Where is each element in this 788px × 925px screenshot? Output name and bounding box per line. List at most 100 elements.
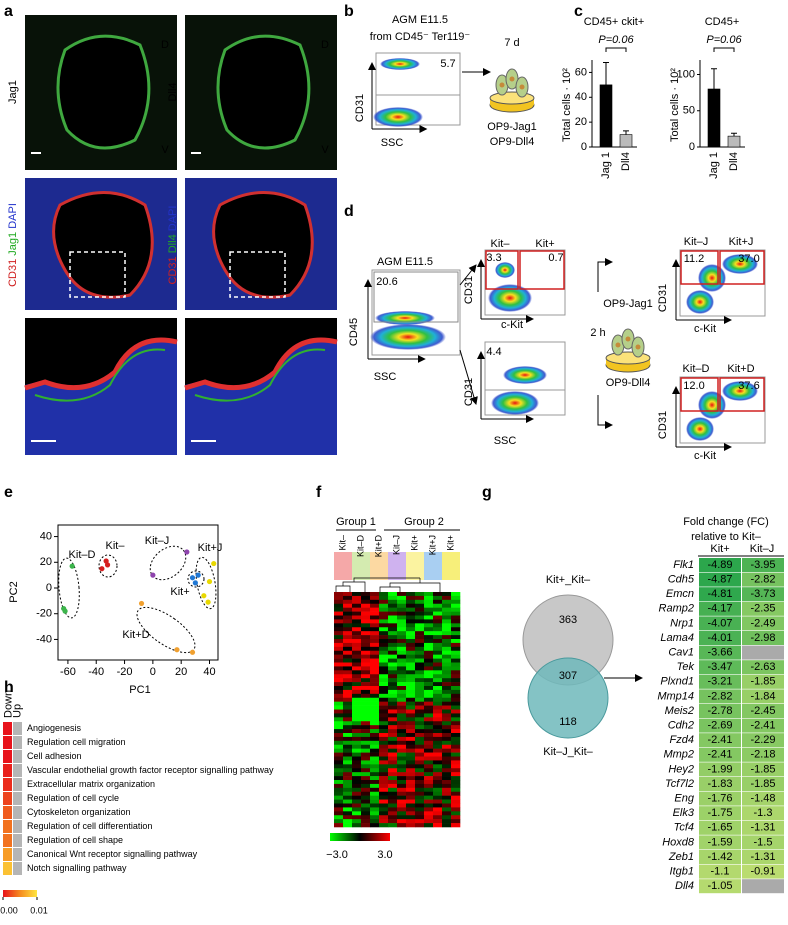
heatmap-cell <box>397 674 407 679</box>
heatmap-cell <box>433 729 443 734</box>
heatmap-cell <box>13 820 22 833</box>
heatmap-cell <box>343 729 353 734</box>
heatmap-cell <box>451 768 461 773</box>
heatmap-cell <box>388 682 398 687</box>
table-cell <box>742 718 784 733</box>
heatmap-cell <box>379 592 389 597</box>
axis-label: CD31 <box>657 284 669 312</box>
heatmap-cell <box>334 733 344 738</box>
heatmap-cell <box>388 783 398 789</box>
heatmap-cell <box>388 799 398 804</box>
table-cell <box>742 791 784 806</box>
heatmap-cell <box>451 615 461 620</box>
cell-value: -1.31 <box>750 822 775 834</box>
heatmap-cell <box>433 760 443 765</box>
cell-value: -1.84 <box>750 690 775 702</box>
density <box>722 381 758 401</box>
heatmap-cell <box>370 760 380 765</box>
heatmap-cell <box>343 764 353 769</box>
heatmap-cell <box>433 619 443 624</box>
heatmap-cell <box>433 713 443 718</box>
heatmap-cell <box>334 721 344 726</box>
label: Kit–J_Kit– <box>543 746 593 758</box>
heatmap-cell <box>352 642 362 648</box>
heatmap-cell <box>13 750 22 763</box>
gene: Zeb1 <box>668 851 694 863</box>
heatmap-cell <box>424 807 434 812</box>
arrow <box>597 258 613 292</box>
heatmap-cell <box>415 642 425 648</box>
heatmap-cell <box>406 717 416 722</box>
heatmap-cell <box>451 619 461 624</box>
heatmap-cell <box>379 709 389 714</box>
heatmap-cell <box>370 670 380 675</box>
heatmap-cell <box>370 787 380 793</box>
heatmap-cell <box>334 780 344 785</box>
heatmap-cell <box>415 619 425 624</box>
heatmap-cell <box>343 686 353 691</box>
heatmap-cell <box>424 795 434 800</box>
heatmap-cell <box>352 670 362 675</box>
heatmap-cell <box>388 623 398 628</box>
heatmap-cell <box>433 682 443 687</box>
heatmap-cell <box>370 701 380 706</box>
bar <box>599 84 613 148</box>
heatmap-cell <box>406 795 416 800</box>
heatmap-cell <box>343 799 353 804</box>
heatmap-cell <box>343 705 353 710</box>
heatmap-cell <box>451 658 461 663</box>
heatmap-cell <box>370 693 380 699</box>
heatmap-cell <box>334 599 344 605</box>
table-cell <box>699 864 741 879</box>
heatmap-cell <box>352 803 362 808</box>
heatmap-cell <box>343 697 353 702</box>
heatmap-cell <box>379 721 389 726</box>
cell-value: -2.78 <box>707 705 732 717</box>
heatmap-cell <box>442 811 452 816</box>
cell-value: -1.85 <box>750 778 775 790</box>
heatmap-cell <box>415 787 425 793</box>
heatmap-cell <box>406 646 416 652</box>
point <box>206 578 213 585</box>
y-tick-label: -20 <box>36 608 52 620</box>
heatmap-cell <box>397 815 407 820</box>
heatmap-cell <box>451 701 461 706</box>
heatmap-cell <box>388 740 398 746</box>
nucleus <box>509 76 515 82</box>
heatmap-cell <box>406 697 416 702</box>
heatmap-cell <box>379 729 389 734</box>
merge-label: CD31 Jag1 DAPI <box>7 203 19 287</box>
heatmap-cell <box>397 780 407 785</box>
color-scale <box>3 890 37 897</box>
heatmap-cell <box>361 815 371 820</box>
heatmap-cell <box>397 642 407 648</box>
heatmap-cell <box>415 599 425 605</box>
heatmap-cell <box>433 795 443 800</box>
heatmap-cell <box>388 787 398 793</box>
heatmap-cell <box>361 623 371 628</box>
group-label: Group 1 <box>336 516 376 528</box>
heatmap-cell <box>379 733 389 738</box>
heatmap-cell <box>442 607 452 612</box>
heatmap-cell <box>388 650 398 655</box>
heatmap-cell <box>415 705 425 710</box>
panel-label: d <box>344 203 354 220</box>
heatmap-cell <box>343 815 353 820</box>
heatmap-cell <box>334 811 344 816</box>
y-tick-label: 100 <box>677 68 695 80</box>
heatmap-cell <box>397 725 407 730</box>
heatmap-cell <box>415 815 425 820</box>
heatmap-cell <box>406 607 416 612</box>
heatmap-cell <box>334 623 344 628</box>
heatmap-cell <box>451 689 461 695</box>
heatmap-cell <box>352 772 362 777</box>
heatmap-cell <box>406 780 416 785</box>
heatmap-cell <box>424 686 434 691</box>
heatmap-cell <box>406 599 416 605</box>
column-color <box>424 552 442 580</box>
heatmap-cell <box>433 776 443 781</box>
gene: Emcn <box>666 588 694 600</box>
heatmap-cell <box>451 646 461 652</box>
heatmap-cell <box>370 682 380 687</box>
heatmap-cell <box>415 811 425 816</box>
